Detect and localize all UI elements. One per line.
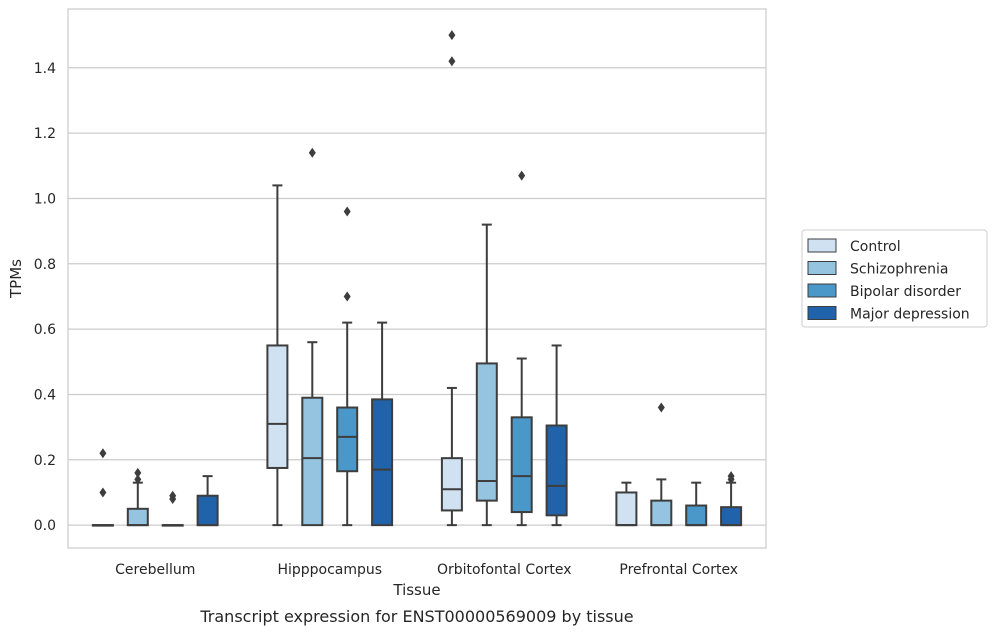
outlier-point: [134, 467, 142, 478]
plot-frame: [67, 8, 767, 549]
y-tick-label: 0.2: [34, 453, 56, 469]
outlier-point: [448, 56, 456, 67]
legend-item: Control: [807, 238, 901, 255]
box-iqr: [196, 494, 219, 527]
legend-label: Bipolar disorder: [850, 284, 961, 300]
box-group: [266, 184, 289, 527]
box-group: [615, 481, 638, 527]
legend-label: Major depression: [850, 307, 970, 323]
outlier-point: [308, 147, 316, 158]
outlier-point: [518, 170, 526, 181]
outlier-point: [657, 402, 665, 413]
y-tick-labels: 0.0 0.2 0.4 0.6 0.8 1.0 1.2 1.4: [34, 61, 56, 534]
y-tick-label: 0.0: [34, 518, 56, 534]
box-group: [720, 471, 743, 527]
y-tick-label: 0.6: [34, 322, 56, 338]
x-tick-labels: Cerebellum Hipppocampus Orbitofontal Corte…: [115, 562, 738, 578]
outlier-point: [99, 487, 107, 498]
legend-item: Major depression: [807, 306, 970, 323]
y-tick-label: 1.2: [34, 126, 56, 142]
box-group: [371, 321, 394, 527]
grid-lines: [68, 67, 766, 526]
outlier-point: [134, 474, 142, 485]
y-tick-label: 0.4: [34, 387, 56, 403]
y-tick-label: 1.4: [34, 61, 56, 77]
outlier-point: [343, 206, 351, 217]
box-group: [545, 344, 568, 527]
box-group: [91, 448, 114, 527]
box-iqr: [126, 507, 149, 527]
box-iqr: [440, 457, 463, 512]
box-group: [440, 30, 463, 527]
outlier-point: [448, 30, 456, 41]
box-group: [301, 147, 324, 527]
box-iqr: [371, 398, 394, 527]
legend-swatch: [807, 283, 837, 298]
boxes: [91, 30, 743, 527]
box-group: [650, 402, 673, 527]
legend-item: Schizophrenia: [807, 261, 948, 278]
y-axis-title: TPMs: [7, 259, 25, 299]
x-tick-label: Orbitofontal Cortex: [437, 562, 572, 578]
y-tick-label: 1.0: [34, 191, 56, 207]
box-group: [685, 481, 708, 527]
box-iqr: [685, 504, 708, 527]
box-group: [196, 475, 219, 527]
box-iqr: [720, 506, 743, 527]
legend-frame: [801, 229, 988, 328]
legend-swatch: [807, 238, 837, 253]
outlier-point: [343, 291, 351, 302]
x-tick-label: Hipppocampus: [277, 562, 382, 578]
legend: Control Schizophrenia Bipolar disorder Majo…: [801, 229, 988, 328]
box-iqr: [545, 424, 568, 517]
box-iqr: [510, 416, 533, 514]
box-group: [475, 223, 498, 527]
x-tick-label: Cerebellum: [115, 562, 195, 578]
box-group: [126, 467, 149, 527]
box-iqr: [475, 362, 498, 502]
outlier-point: [99, 448, 107, 459]
box-iqr: [615, 491, 638, 527]
x-axis-title: Tissue: [392, 581, 440, 599]
outlier-point: [169, 494, 177, 504]
y-tick-label: 0.8: [34, 257, 56, 273]
box-iqr: [301, 396, 324, 527]
chart-caption: Transcript expression for ENST0000056900…: [199, 607, 633, 626]
legend-swatch: [807, 261, 837, 275]
box-iqr: [650, 499, 673, 527]
legend-item: Bipolar disorder: [807, 283, 961, 300]
outlier-point: [727, 474, 735, 485]
legend-label: Schizophrenia: [850, 262, 948, 278]
box-group: [336, 206, 359, 527]
legend-label: Control: [850, 239, 901, 255]
x-tick-label: Prefrontal Cortex: [619, 562, 738, 578]
box-group: [510, 170, 533, 527]
box-iqr: [336, 406, 359, 473]
box-iqr: [266, 344, 289, 469]
box-group: [161, 490, 184, 527]
legend-swatch: [807, 306, 837, 320]
